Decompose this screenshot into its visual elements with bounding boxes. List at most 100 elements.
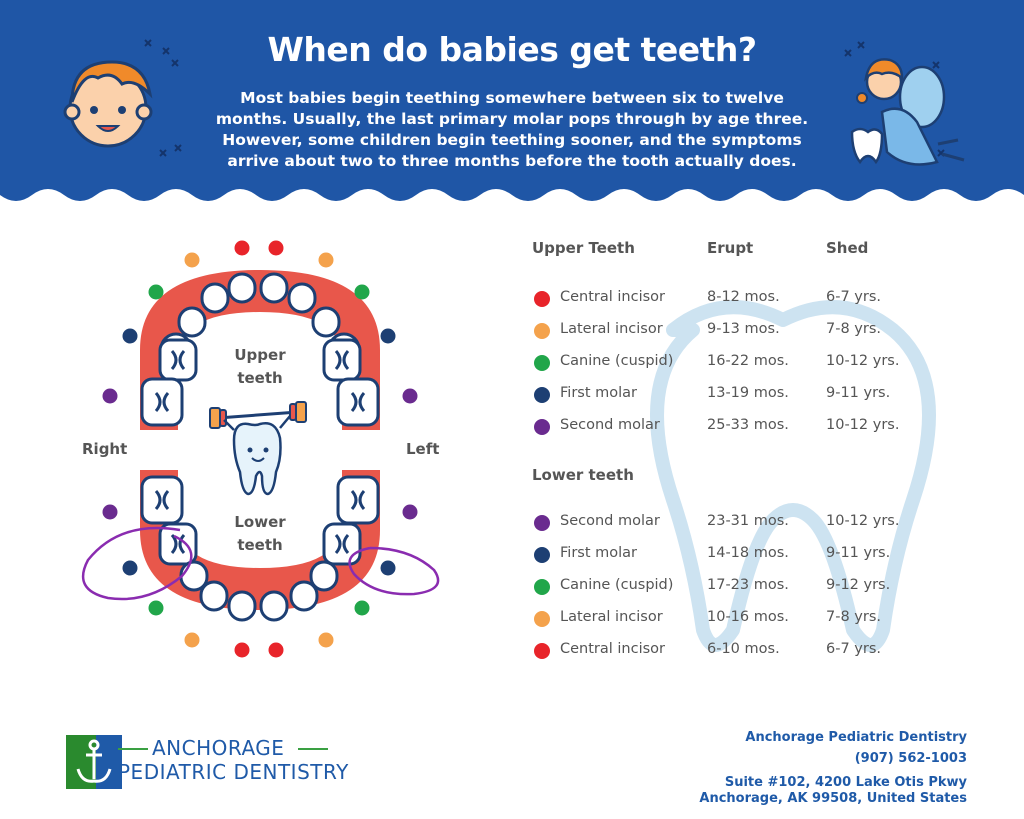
erupt-range: 16-22 mos. [707, 353, 789, 369]
tooth-color-dot [268, 642, 284, 658]
tooth-color-dot [184, 632, 200, 648]
upper-label-1: Upper [234, 346, 286, 364]
tooth-color-dot [534, 579, 550, 595]
right-label: Right [82, 440, 128, 458]
tooth-name: Central incisor [560, 641, 666, 657]
teeth-timeline-table: Upper Teeth Erupt Shed Central incisor 8-… [520, 225, 960, 665]
tooth-color-dot [534, 547, 550, 563]
erupt-range: 6-10 mos. [707, 641, 780, 657]
upper-tooth [177, 306, 207, 338]
upper-tooth [227, 272, 257, 304]
shed-range: 10-12 yrs. [826, 513, 900, 529]
upper-molar [322, 338, 362, 382]
tooth-name: First molar [560, 385, 637, 401]
teeth-diagram: Upper teeth Lower teeth [82, 240, 440, 658]
erupt-range: 14-18 mos. [707, 545, 789, 561]
upper-row: Canine (cuspid) 16-22 mos. 10-12 yrs. [520, 351, 960, 373]
tooth-color-dot [534, 387, 550, 403]
tooth-name: Central incisor [560, 289, 666, 305]
lower-tooth [309, 560, 339, 592]
tooth-color-dot [534, 419, 550, 435]
tooth-color-dot [534, 323, 550, 339]
shed-heading: Shed [826, 239, 869, 257]
erupt-range: 25-33 mos. [707, 417, 789, 433]
anchor-logo-icon [66, 735, 122, 789]
shed-range: 7-8 yrs. [826, 609, 881, 625]
address-line-2: Anchorage, AK 99508, United States [699, 791, 967, 806]
tooth-color-dot [380, 560, 396, 576]
tooth-color-dot [380, 328, 396, 344]
erupt-range: 13-19 mos. [707, 385, 789, 401]
weightlifting-tooth-icon [209, 401, 307, 496]
upper-row: Central incisor 8-12 mos. 6-7 yrs. [520, 287, 960, 309]
annotation-circle-left [348, 546, 440, 596]
tooth-color-dot [148, 600, 164, 616]
upper-row: First molar 13-19 mos. 9-11 yrs. [520, 383, 960, 405]
erupt-range: 10-16 mos. [707, 609, 789, 625]
shed-range: 9-11 yrs. [826, 385, 891, 401]
header-background [0, 0, 1024, 201]
logo-text-line1: ANCHORAGE [152, 736, 285, 760]
contact-block: Anchorage Pediatric Dentistry (907) 562-… [699, 727, 967, 807]
annotation-circle-right [82, 526, 193, 601]
upper-row: Lateral incisor 9-13 mos. 7-8 yrs. [520, 319, 960, 341]
tooth-color-dot [102, 388, 118, 404]
tooth-color-dot [354, 284, 370, 300]
tooth-color-dot [354, 600, 370, 616]
tooth-color-dot [148, 284, 164, 300]
erupt-range: 8-12 mos. [707, 289, 780, 305]
tooth-color-dot [534, 355, 550, 371]
upper-molar [336, 377, 380, 427]
lower-row: Lateral incisor 10-16 mos. 7-8 yrs. [520, 607, 960, 629]
lower-label-1: Lower [234, 513, 286, 531]
lower-tooth [259, 590, 289, 622]
contact-phone[interactable]: (907) 562-1003 [854, 751, 967, 766]
tooth-color-dot [318, 632, 334, 648]
shed-range: 7-8 yrs. [826, 321, 881, 337]
lower-molar [322, 522, 362, 566]
lower-molar [140, 475, 184, 525]
erupt-range: 23-31 mos. [707, 513, 789, 529]
upper-row: Second molar 25-33 mos. 10-12 yrs. [520, 415, 960, 437]
tooth-color-dot [534, 291, 550, 307]
tooth-color-dot [402, 388, 418, 404]
tooth-color-dots [102, 240, 418, 658]
upper-tooth [200, 282, 230, 314]
lower-row: Central incisor 6-10 mos. 6-7 yrs. [520, 639, 960, 661]
tooth-color-dot [234, 642, 250, 658]
intro-paragraph: Most babies begin teething somewhere bet… [215, 89, 809, 170]
tooth-fairy-icon [850, 58, 965, 166]
lower-row: First molar 14-18 mos. 9-11 yrs. [520, 543, 960, 565]
tooth-name: Lateral incisor [560, 609, 663, 625]
upper-teeth [140, 272, 380, 427]
logo-rule-left [118, 748, 148, 750]
baby-face-icon [63, 60, 153, 148]
shed-range: 6-7 yrs. [826, 641, 881, 657]
lower-row: Canine (cuspid) 17-23 mos. 9-12 yrs. [520, 575, 960, 597]
left-label: Left [406, 440, 440, 458]
upper-tooth [259, 272, 289, 304]
tooth-outline-icon [650, 300, 936, 652]
upper-tooth [287, 282, 317, 314]
tooth-color-dot [402, 504, 418, 520]
logo-rule-right [298, 748, 328, 750]
tooth-color-dot [102, 504, 118, 520]
tooth-color-dot [122, 560, 138, 576]
lower-tooth [289, 580, 319, 612]
shed-range: 6-7 yrs. [826, 289, 881, 305]
upper-molar [158, 338, 198, 382]
tooth-name: Canine (cuspid) [560, 577, 674, 593]
tooth-color-dot [534, 611, 550, 627]
tooth-color-dot [534, 643, 550, 659]
lower-teeth [140, 475, 380, 622]
tooth-color-dot [318, 252, 334, 268]
shed-range: 10-12 yrs. [826, 353, 900, 369]
erupt-range: 17-23 mos. [707, 577, 789, 593]
shed-range: 10-12 yrs. [826, 417, 900, 433]
upper-molar [140, 377, 184, 427]
lower-tooth [227, 590, 257, 622]
upper-tooth [311, 306, 341, 338]
lower-row: Second molar 23-31 mos. 10-12 yrs. [520, 511, 960, 533]
lower-molar [336, 475, 380, 525]
erupt-range: 9-13 mos. [707, 321, 780, 337]
